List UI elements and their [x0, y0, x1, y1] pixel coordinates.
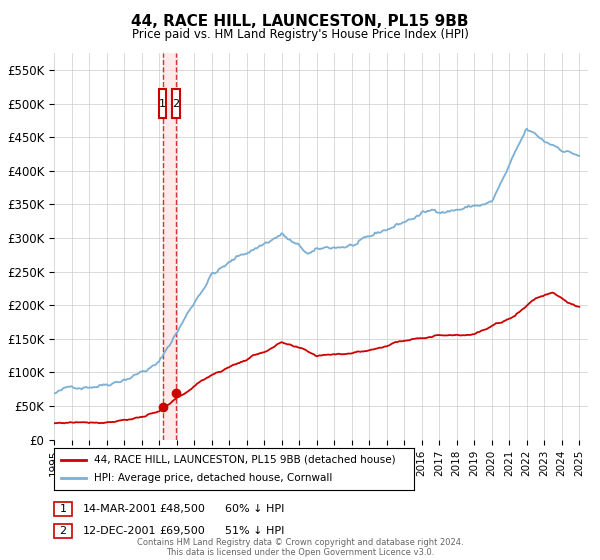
- FancyBboxPatch shape: [172, 89, 179, 118]
- Text: 44, RACE HILL, LAUNCESTON, PL15 9BB (detached house): 44, RACE HILL, LAUNCESTON, PL15 9BB (det…: [94, 455, 395, 465]
- Text: 51% ↓ HPI: 51% ↓ HPI: [225, 526, 284, 535]
- Text: 14-MAR-2001: 14-MAR-2001: [83, 505, 158, 514]
- Text: Price paid vs. HM Land Registry's House Price Index (HPI): Price paid vs. HM Land Registry's House …: [131, 28, 469, 41]
- Text: £48,500: £48,500: [159, 505, 205, 514]
- Text: £69,500: £69,500: [159, 526, 205, 535]
- FancyBboxPatch shape: [158, 89, 166, 118]
- Bar: [163, 53, 176, 440]
- Text: 2: 2: [59, 526, 67, 535]
- Text: 1: 1: [159, 99, 166, 109]
- Text: 12-DEC-2001: 12-DEC-2001: [83, 526, 156, 535]
- Text: 2: 2: [172, 99, 179, 109]
- Text: 44, RACE HILL, LAUNCESTON, PL15 9BB: 44, RACE HILL, LAUNCESTON, PL15 9BB: [131, 14, 469, 29]
- Text: 60% ↓ HPI: 60% ↓ HPI: [225, 505, 284, 514]
- Text: HPI: Average price, detached house, Cornwall: HPI: Average price, detached house, Corn…: [94, 473, 332, 483]
- Text: 1: 1: [59, 505, 67, 514]
- Text: Contains HM Land Registry data © Crown copyright and database right 2024.
This d: Contains HM Land Registry data © Crown c…: [137, 538, 463, 557]
